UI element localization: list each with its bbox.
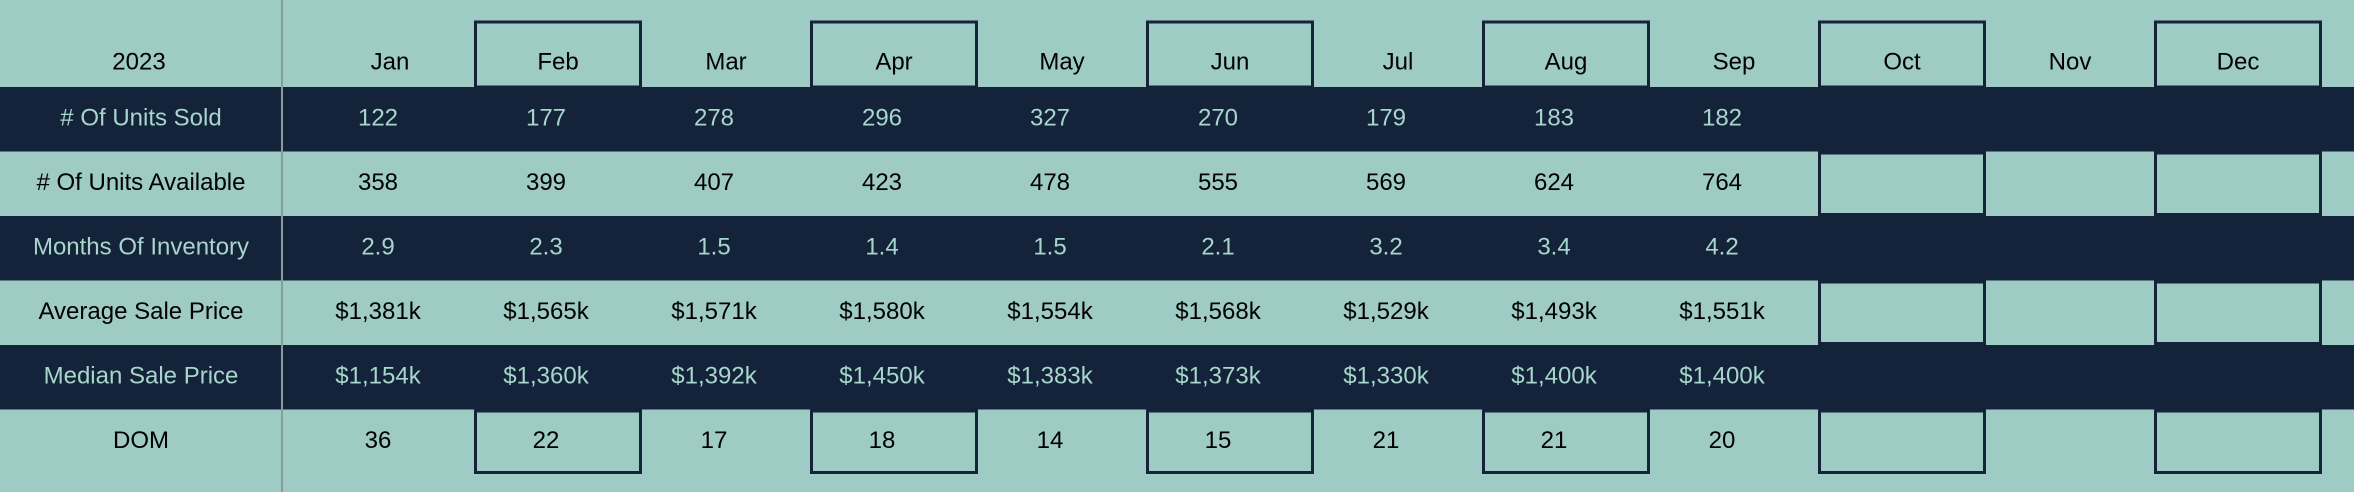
cell-value: 18 <box>869 427 896 454</box>
cell-value: 3.4 <box>1537 234 1570 261</box>
cell-value: 3.2 <box>1369 234 1402 261</box>
cell-value: 1.5 <box>697 234 730 261</box>
cell-value: 20 <box>1709 427 1736 454</box>
cell-value: 278 <box>694 105 734 132</box>
cell-value: $1,565k <box>503 298 589 325</box>
cell-value: 17 <box>701 427 728 454</box>
month-label: Oct <box>1883 48 1921 75</box>
cell-value: $1,383k <box>1007 363 1093 390</box>
cell-value: 21 <box>1541 427 1568 454</box>
cell-value: 179 <box>1366 105 1406 132</box>
month-label: Apr <box>875 48 912 75</box>
row-label: # Of Units Sold <box>60 105 221 132</box>
cell-box <box>474 20 642 89</box>
cell-value: 22 <box>533 427 560 454</box>
month-label: Sep <box>1713 48 1756 75</box>
cell-value: 14 <box>1037 427 1064 454</box>
cell-value: $1,571k <box>671 298 757 325</box>
cell-value: $1,330k <box>1343 363 1429 390</box>
month-label: Mar <box>705 48 746 75</box>
cell-value: 358 <box>358 169 398 196</box>
cell-box <box>2154 20 2322 89</box>
month-label: Aug <box>1545 48 1588 75</box>
cell-box <box>810 20 978 89</box>
cell-value: $1,551k <box>1679 298 1765 325</box>
cell-box <box>1818 280 1986 345</box>
cell-value: $1,568k <box>1175 298 1261 325</box>
cell-value: 569 <box>1366 169 1406 196</box>
row-label: # Of Units Available <box>36 169 245 196</box>
cell-value: 183 <box>1534 105 1574 132</box>
row-label: Average Sale Price <box>38 298 243 325</box>
row-band <box>0 87 2354 152</box>
cell-box <box>2154 280 2322 345</box>
cell-value: 21 <box>1373 427 1400 454</box>
cell-value: 182 <box>1702 105 1742 132</box>
year-label: 2023 <box>112 48 165 75</box>
cell-box <box>1482 409 1650 474</box>
cell-value: $1,529k <box>1343 298 1429 325</box>
row-label: Months Of Inventory <box>33 234 249 261</box>
cell-value: 764 <box>1702 169 1742 196</box>
cell-box <box>474 409 642 474</box>
cell-value: 122 <box>358 105 398 132</box>
cell-value: 2.1 <box>1201 234 1234 261</box>
cell-value: $1,373k <box>1175 363 1261 390</box>
cell-value: $1,154k <box>335 363 421 390</box>
cell-value: $1,493k <box>1511 298 1597 325</box>
month-label: Feb <box>537 48 578 75</box>
row-label: DOM <box>113 427 169 454</box>
cell-value: $1,400k <box>1511 363 1597 390</box>
row-band <box>0 216 2354 281</box>
cell-value: $1,400k <box>1679 363 1765 390</box>
cell-value: 2.9 <box>361 234 394 261</box>
cell-value: 36 <box>365 427 392 454</box>
cell-value: 399 <box>526 169 566 196</box>
cell-box <box>1146 20 1314 89</box>
cell-value: 407 <box>694 169 734 196</box>
month-label: Jan <box>371 48 410 75</box>
cell-box <box>2154 151 2322 216</box>
cell-value: 2.3 <box>529 234 562 261</box>
cell-box <box>1818 151 1986 216</box>
cell-value: 1.4 <box>865 234 898 261</box>
cell-box <box>1482 20 1650 89</box>
cell-value: 1.5 <box>1033 234 1066 261</box>
cell-box <box>2154 409 2322 474</box>
month-label: May <box>1039 48 1084 75</box>
cell-box <box>1146 409 1314 474</box>
cell-value: 327 <box>1030 105 1070 132</box>
cell-value: $1,392k <box>671 363 757 390</box>
month-label: Jun <box>1211 48 1250 75</box>
month-label: Dec <box>2217 48 2260 75</box>
cell-value: 555 <box>1198 169 1238 196</box>
cell-value: 423 <box>862 169 902 196</box>
cell-box <box>1818 20 1986 89</box>
cell-value: $1,554k <box>1007 298 1093 325</box>
cell-value: 15 <box>1205 427 1232 454</box>
cell-value: $1,580k <box>839 298 925 325</box>
cell-value: $1,450k <box>839 363 925 390</box>
cell-value: $1,381k <box>335 298 421 325</box>
cell-box <box>1818 409 1986 474</box>
row-label: Median Sale Price <box>44 363 239 390</box>
cell-value: 624 <box>1534 169 1574 196</box>
cell-value: 296 <box>862 105 902 132</box>
cell-box <box>810 409 978 474</box>
month-label: Jul <box>1383 48 1414 75</box>
cell-value: 4.2 <box>1705 234 1738 261</box>
month-label: Nov <box>2049 48 2092 75</box>
cell-value: 177 <box>526 105 566 132</box>
row-band <box>0 345 2354 410</box>
cell-value: 270 <box>1198 105 1238 132</box>
cell-value: 478 <box>1030 169 1070 196</box>
cell-value: $1,360k <box>503 363 589 390</box>
